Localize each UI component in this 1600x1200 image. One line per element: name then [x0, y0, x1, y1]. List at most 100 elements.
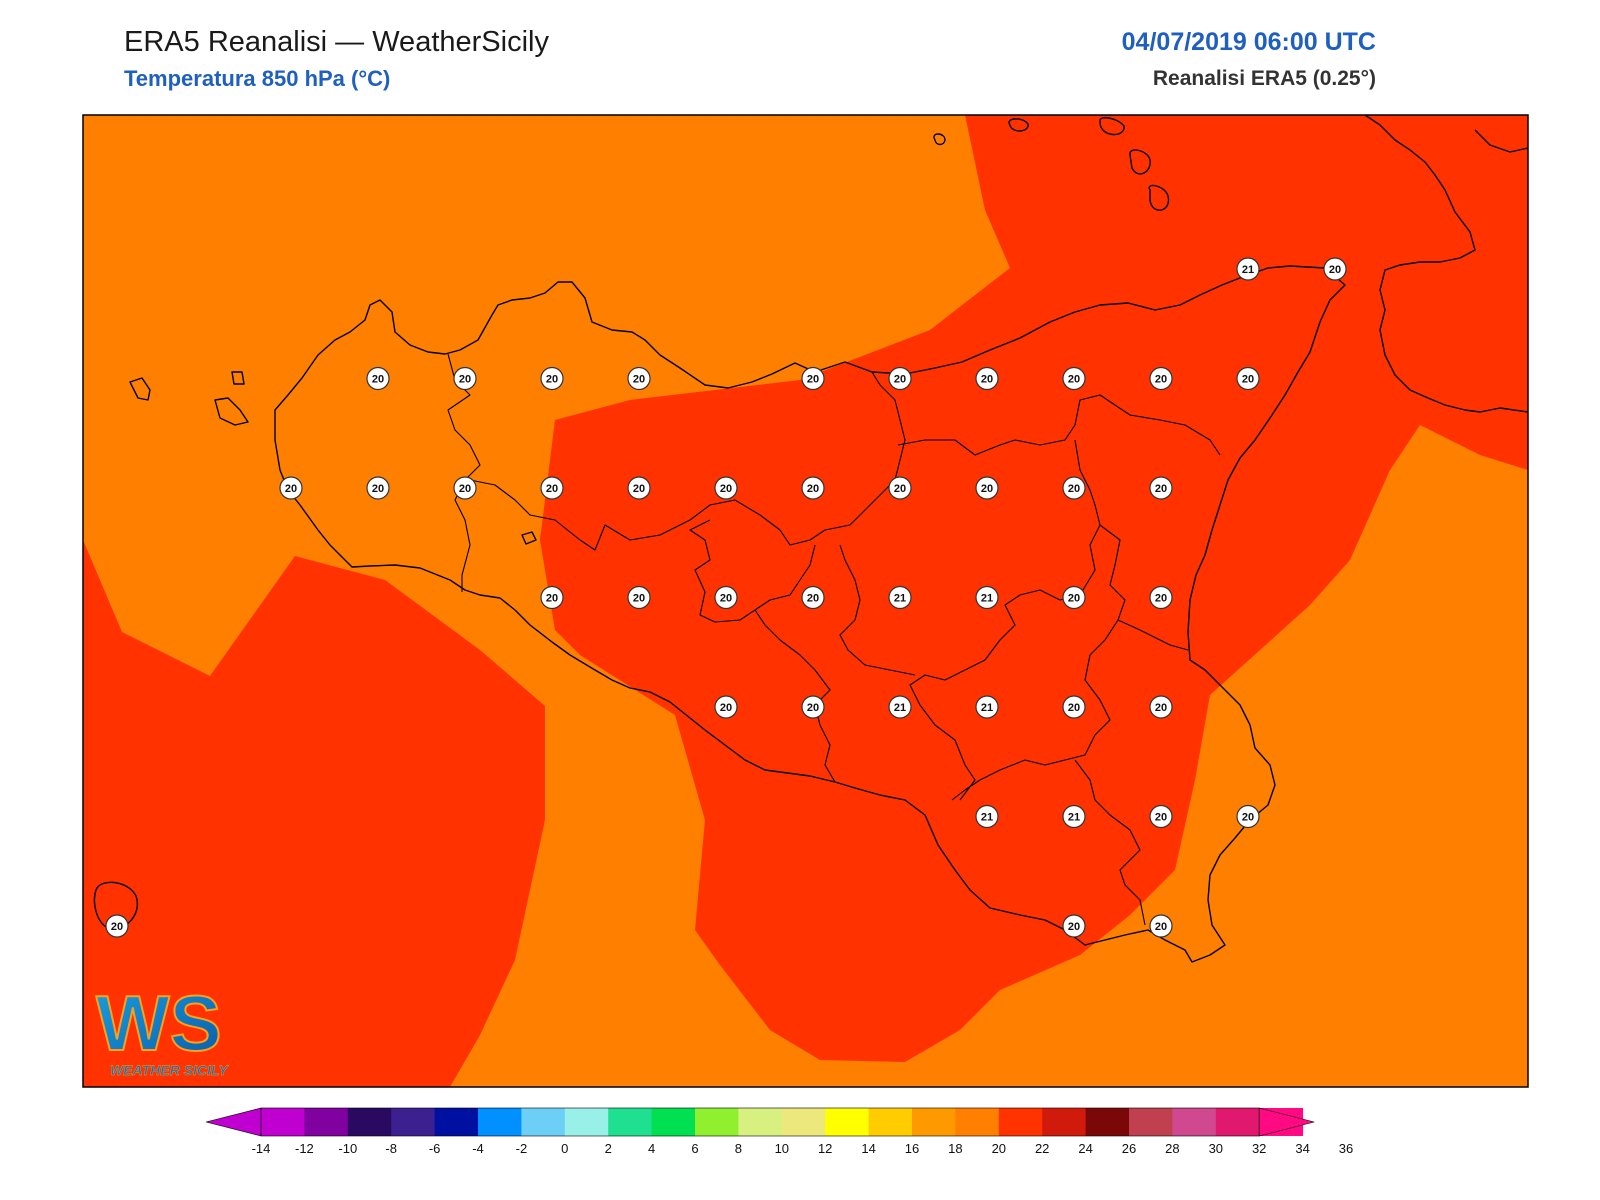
station-marker: 20 — [1149, 585, 1173, 610]
station-marker: 20 — [975, 476, 999, 500]
colorbar-swatch — [781, 1108, 826, 1136]
egadi-islands — [129, 371, 249, 426]
station-marker: 20 — [1323, 257, 1347, 281]
station-marker: 20 — [714, 476, 738, 500]
colorbar-swatch — [998, 1108, 1043, 1136]
colorbar-swatch — [651, 1108, 696, 1136]
colorbar-swatch — [912, 1108, 956, 1136]
station-value: 20 — [633, 593, 645, 605]
station-value: 21 — [981, 593, 993, 605]
station-value: 20 — [1155, 812, 1167, 824]
logo-mark: WS — [96, 979, 222, 1067]
station-marker-circle — [1149, 695, 1173, 719]
station-value: 20 — [807, 483, 819, 495]
station-marker-circle — [1062, 476, 1086, 500]
station-marker: 20 — [1149, 695, 1173, 719]
colorbar-swatch — [261, 1108, 305, 1136]
station-marker: 20 — [801, 476, 825, 500]
station-marker-circle — [975, 476, 999, 500]
station-marker-circle — [1323, 257, 1347, 281]
station-marker: 20 — [888, 476, 912, 500]
colorbar-arrow-left — [205, 1107, 262, 1137]
colorbar-tick-label: -6 — [429, 1141, 441, 1156]
station-marker-circle — [366, 366, 390, 391]
station-value: 20 — [1155, 921, 1167, 933]
station-value: 20 — [546, 374, 558, 386]
station-marker: 20 — [1236, 804, 1260, 829]
colorbar-swatch — [1172, 1108, 1217, 1136]
station-marker: 20 — [1062, 476, 1086, 500]
station-value: 20 — [546, 593, 558, 605]
colorbar-swatch — [478, 1108, 522, 1136]
station-marker: 20 — [1062, 914, 1086, 938]
station-value: 20 — [1242, 812, 1254, 824]
colorbar-tick-label: 2 — [605, 1141, 612, 1156]
station-marker-circle — [540, 585, 564, 610]
station-value: 20 — [894, 483, 906, 495]
colorbar-tick-label: -14 — [252, 1141, 271, 1156]
station-marker: 20 — [540, 366, 564, 391]
station-marker-circle — [627, 585, 651, 610]
station-marker: 20 — [801, 695, 825, 719]
station-value: 20 — [1068, 921, 1080, 933]
aeolian-islands — [933, 116, 1170, 211]
station-value: 21 — [981, 702, 993, 714]
station-marker: 20 — [801, 366, 825, 391]
colorbar-tick-label: 20 — [992, 1141, 1006, 1156]
colorbar-tick-label: 4 — [648, 1141, 655, 1156]
colorbar-tick-label: -8 — [385, 1141, 397, 1156]
colorbar-swatch — [738, 1108, 783, 1136]
station-value: 20 — [981, 483, 993, 495]
colorbar-swatch — [1085, 1108, 1130, 1136]
station-marker: 20 — [366, 366, 390, 391]
colorbar-tick-label: 12 — [818, 1141, 832, 1156]
station-value: 20 — [720, 483, 732, 495]
station-value: 20 — [1242, 374, 1254, 386]
station-marker: 20 — [627, 366, 651, 391]
colorbar-tick-label: 10 — [775, 1141, 789, 1156]
station-marker-circle — [627, 366, 651, 391]
station-marker: 20 — [714, 695, 738, 719]
colorbar-swatch — [564, 1108, 609, 1136]
pantelleria-island — [93, 881, 139, 930]
station-marker-circle — [801, 366, 825, 391]
station-value: 20 — [1155, 702, 1167, 714]
colorbar-swatch — [1042, 1108, 1087, 1136]
station-value: 20 — [633, 483, 645, 495]
colorbar-swatch — [608, 1108, 653, 1136]
station-value: 20 — [459, 374, 471, 386]
station-value: 20 — [459, 483, 471, 495]
colorbar-tick-label: 28 — [1165, 1141, 1179, 1156]
station-value: 20 — [285, 483, 297, 495]
station-markers: 20 20 20 20 20 20 20 20 20 20 21 20 20 20 20 20 20 20 20 20… — [105, 257, 1347, 938]
map-title: ERA5 Reanalisi — WeatherSicily — [124, 26, 549, 58]
station-marker-circle — [1149, 585, 1173, 610]
station-marker-circle — [801, 585, 825, 610]
station-value: 20 — [807, 702, 819, 714]
colorbar-swatch — [1129, 1108, 1173, 1136]
colorbar-tick-label: 26 — [1122, 1141, 1136, 1156]
station-value: 20 — [1068, 593, 1080, 605]
station-value: 20 — [372, 374, 384, 386]
station-value: 20 — [981, 374, 993, 386]
colorbar-tick-label: 36 — [1339, 1141, 1353, 1156]
station-marker: 21 — [1062, 804, 1086, 829]
station-value: 20 — [546, 483, 558, 495]
valid-datetime: 04/07/2019 06:00 UTC — [1121, 28, 1376, 56]
station-marker: 20 — [540, 585, 564, 610]
station-marker: 20 — [714, 585, 738, 610]
station-value: 20 — [111, 921, 123, 933]
station-marker: 20 — [627, 585, 651, 610]
station-marker: 20 — [1236, 366, 1260, 391]
station-marker: 20 — [1149, 804, 1173, 829]
station-marker-circle — [627, 476, 651, 500]
coastlines — [93, 115, 1528, 963]
station-marker: 21 — [888, 695, 912, 719]
station-value: 20 — [633, 374, 645, 386]
colorbar-tick-label: -4 — [472, 1141, 484, 1156]
station-marker-circle — [1236, 366, 1260, 391]
station-value: 20 — [720, 593, 732, 605]
band-20-22-northeast — [540, 115, 1528, 1062]
station-marker-circle — [888, 695, 912, 719]
